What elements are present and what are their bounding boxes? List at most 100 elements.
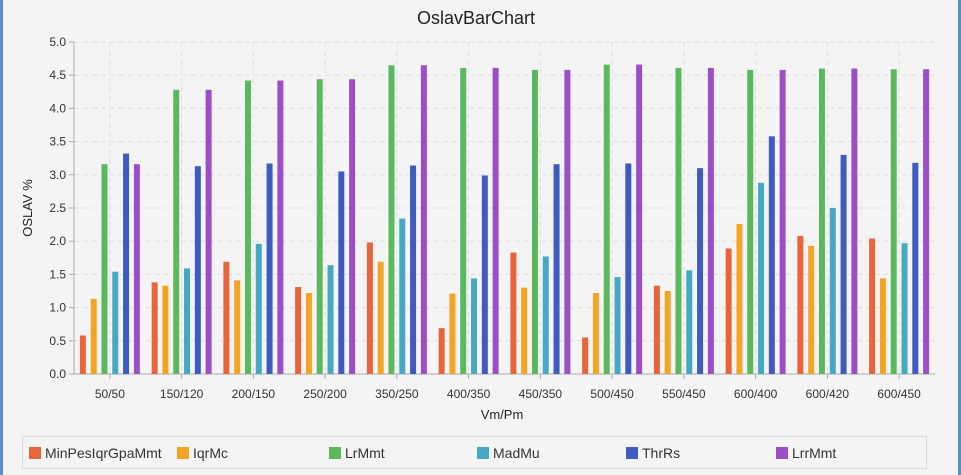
legend-label: IqrMc <box>193 445 228 461</box>
bar-ThrRs-200/150 <box>266 163 273 374</box>
bar-MinPesIqrGpaMmt-500/450 <box>582 337 589 374</box>
bar-IqrMc-600/450 <box>879 278 886 374</box>
x-tick-label: 600/400 <box>734 387 778 401</box>
bar-ThrRs-550/450 <box>697 168 704 374</box>
legend-item: MinPesIqrGpaMmt <box>29 444 162 462</box>
bar-LrMmt-150/120 <box>173 89 180 375</box>
legend-label: MinPesIqrGpaMmt <box>45 445 162 461</box>
bar-IqrMc-550/450 <box>664 291 671 374</box>
window-frame-left <box>0 0 3 475</box>
bar-IqrMc-50/50 <box>90 298 97 374</box>
chart-title: OslavBarChart <box>417 8 535 28</box>
legend-swatch <box>477 447 489 459</box>
x-tick-label: 250/200 <box>303 387 347 401</box>
x-tick-label: 600/450 <box>877 387 921 401</box>
legend-item: LrMmt <box>329 444 385 462</box>
bar-ThrRs-50/50 <box>123 153 130 374</box>
x-tick-label: 400/350 <box>447 387 491 401</box>
x-tick-label: 500/450 <box>590 387 634 401</box>
bar-MadMu-150/120 <box>184 268 191 374</box>
legend-label: ThrRs <box>642 445 681 461</box>
bar-LrMmt-600/450 <box>890 69 897 374</box>
bar-LrrMmt-150/120 <box>205 89 212 375</box>
bar-MinPesIqrGpaMmt-600/420 <box>797 235 804 374</box>
legend-label: LrMmt <box>345 445 385 461</box>
tick-labels: 0.0 0.5 1.0 1.5 2.0 2.5 3.0 3.5 4.0 4.5 5.0 50/50 15… <box>49 35 921 401</box>
bar-LrrMmt-450/350 <box>564 69 571 374</box>
legend-swatch <box>29 447 41 459</box>
legend-item: ThrRs <box>626 444 680 462</box>
y-tick-label: 1.5 <box>49 267 66 281</box>
legend-label: MadMu <box>493 445 540 461</box>
bar-MadMu-450/350 <box>542 256 549 374</box>
bar-LrMmt-550/450 <box>675 67 682 374</box>
bar-MadMu-250/200 <box>327 265 334 374</box>
bar-ThrRs-600/400 <box>768 136 775 374</box>
x-tick-label: 600/420 <box>806 387 850 401</box>
bar-LrrMmt-350/250 <box>420 65 427 375</box>
x-tick-label: 200/150 <box>232 387 276 401</box>
bar-MinPesIqrGpaMmt-250/200 <box>295 287 302 374</box>
bar-ThrRs-500/450 <box>625 163 632 374</box>
bar-ThrRs-150/120 <box>194 166 201 374</box>
bar-IqrMc-600/400 <box>736 223 743 374</box>
bar-MadMu-500/450 <box>614 277 621 374</box>
bar-LrMmt-350/250 <box>388 65 395 375</box>
bar-LrrMmt-500/450 <box>636 64 643 375</box>
grid-lines <box>74 41 935 374</box>
bar-chart: OslavBarChart OSLAV % Vm/Pm 0.0 0.5 1.0 1.5… <box>20 8 935 422</box>
bars <box>79 64 930 375</box>
bar-LrrMmt-600/450 <box>923 69 930 374</box>
y-axis-label: OSLAV % <box>20 179 35 237</box>
y-tick-label: 4.5 <box>49 68 66 82</box>
y-tick-label: 3.0 <box>49 168 66 182</box>
bar-LrMmt-200/150 <box>244 80 251 375</box>
bar-IqrMc-350/250 <box>377 261 384 374</box>
bar-IqrMc-400/350 <box>449 293 456 374</box>
bar-MinPesIqrGpaMmt-50/50 <box>79 335 86 374</box>
bar-LrMmt-500/450 <box>603 64 610 375</box>
x-tick-label: 550/450 <box>662 387 706 401</box>
chart-legend: MinPesIqrGpaMmt IqrMc LrMmt MadMu ThrRs LrrMm… <box>22 436 927 469</box>
x-axis-label: Vm/Pm <box>481 407 524 422</box>
bar-IqrMc-500/450 <box>592 292 599 374</box>
bar-MadMu-400/350 <box>471 278 478 374</box>
bar-MadMu-600/420 <box>829 208 836 374</box>
window-frame-right <box>958 0 961 475</box>
bar-MinPesIqrGpaMmt-200/150 <box>223 261 230 374</box>
legend-swatch <box>177 447 189 459</box>
bar-LrrMmt-50/50 <box>133 164 140 374</box>
bar-MadMu-50/50 <box>112 271 119 374</box>
legend-item: MadMu <box>477 444 540 462</box>
bar-MinPesIqrGpaMmt-150/120 <box>151 282 158 374</box>
bar-MinPesIqrGpaMmt-550/450 <box>653 285 660 374</box>
y-tick-label: 5.0 <box>49 35 66 49</box>
x-tick-label: 350/250 <box>375 387 419 401</box>
bar-LrrMmt-600/420 <box>851 68 858 374</box>
bar-MinPesIqrGpaMmt-350/250 <box>366 242 373 374</box>
y-tick-label: 0.5 <box>49 334 66 348</box>
legend-swatch <box>626 447 638 459</box>
x-tick-label: 50/50 <box>95 387 125 401</box>
axes <box>69 41 935 379</box>
bar-ThrRs-350/250 <box>410 165 417 374</box>
bar-ThrRs-600/450 <box>912 162 919 374</box>
bar-MinPesIqrGpaMmt-600/400 <box>725 248 732 374</box>
bar-LrrMmt-400/350 <box>492 67 499 374</box>
bar-MadMu-600/400 <box>758 182 765 374</box>
bar-ThrRs-400/350 <box>481 175 488 374</box>
legend-item: LrrMmt <box>776 444 836 462</box>
y-tick-label: 0.0 <box>49 367 66 381</box>
legend-label: LrrMmt <box>792 445 837 461</box>
y-tick-label: 2.5 <box>49 201 66 215</box>
legend-swatch <box>329 447 341 459</box>
legend-item: IqrMc <box>177 444 228 462</box>
y-tick-label: 3.5 <box>49 135 66 149</box>
bar-IqrMc-200/150 <box>234 280 241 374</box>
bar-MinPesIqrGpaMmt-600/450 <box>869 238 876 374</box>
bar-LrMmt-600/400 <box>747 69 754 374</box>
y-tick-label: 1.0 <box>49 301 66 315</box>
bar-IqrMc-600/420 <box>808 245 815 374</box>
y-tick-label: 4.0 <box>49 101 66 115</box>
bar-LrrMmt-600/400 <box>779 69 786 374</box>
